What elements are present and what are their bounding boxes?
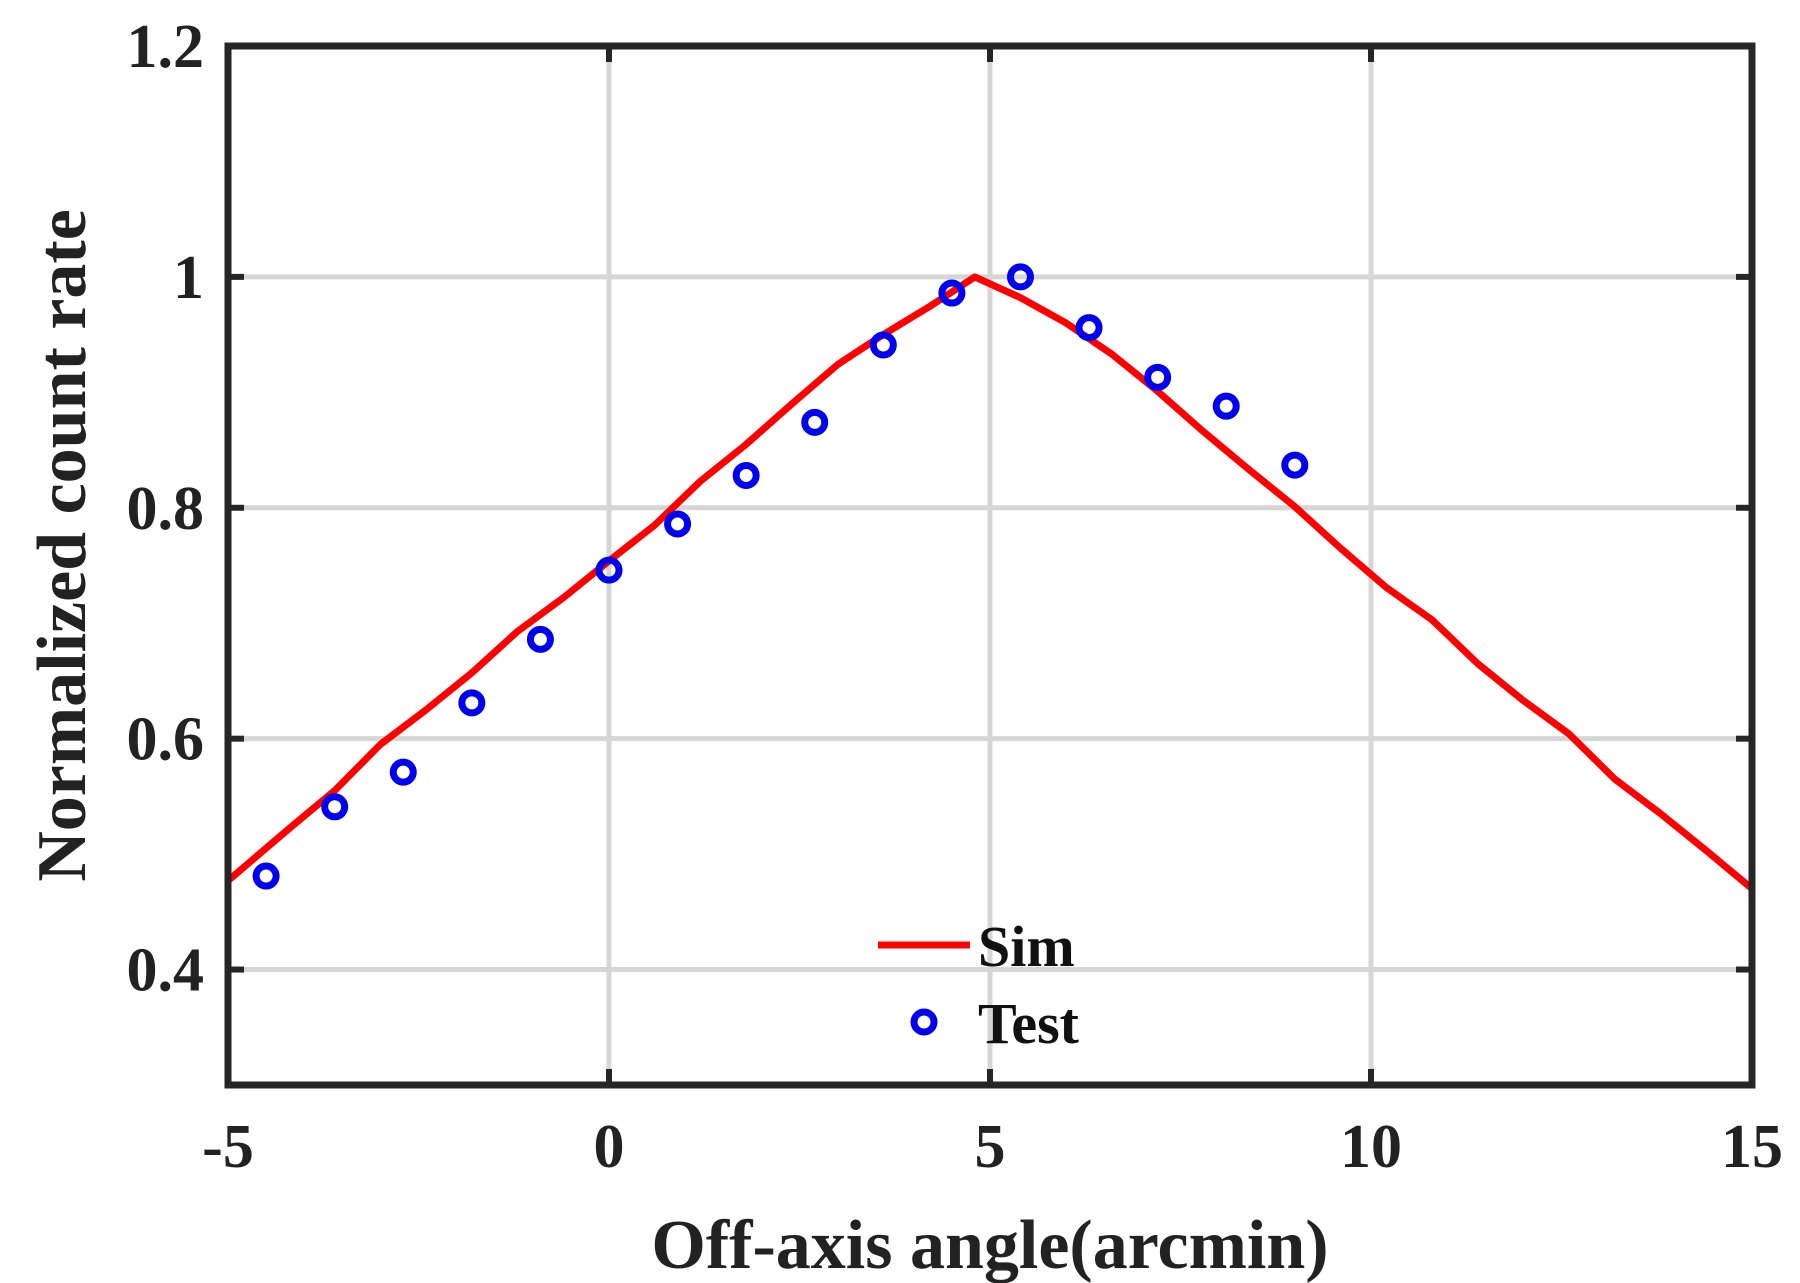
test-data-point (321, 793, 349, 821)
test-data-point (1281, 451, 1309, 479)
legend-sim-label: Sim (978, 914, 1075, 979)
y-tick-label: 0.6 (127, 706, 205, 774)
test-data-point (1212, 392, 1240, 420)
x-tick-label: 10 (1340, 1113, 1402, 1181)
y-tick-labels: 0.4 0.6 0.8 1 1.2 (127, 13, 205, 1005)
y-tick-label: 1.2 (127, 13, 205, 81)
test-data-point (1144, 363, 1172, 391)
x-tick-label: 15 (1721, 1113, 1783, 1181)
plot-series (228, 263, 1752, 892)
grid (228, 46, 1752, 1085)
test-data-point (526, 625, 554, 653)
sim-series-line (228, 273, 1752, 892)
x-tick-label: 5 (975, 1113, 1006, 1181)
y-tick-label: 0.4 (127, 937, 205, 1005)
test-data-point (664, 510, 692, 538)
test-data-point (1075, 314, 1103, 342)
test-data-point (252, 862, 280, 890)
test-data-point (1006, 263, 1034, 291)
test-data-point (801, 408, 829, 436)
x-tick-label: -5 (202, 1113, 254, 1181)
test-data-point (595, 556, 623, 584)
legend-test-marker (910, 1008, 938, 1036)
y-tick-label: 1 (173, 244, 204, 312)
x-tick-label: 0 (594, 1113, 625, 1181)
test-data-point (938, 279, 966, 307)
test-data-point (732, 461, 760, 489)
legend: Sim Test (878, 914, 1080, 1056)
test-data-point (458, 689, 486, 717)
y-tick-label: 0.8 (127, 475, 205, 543)
test-data-point (389, 758, 417, 786)
y-axis-label: Normalized count rate (24, 209, 101, 882)
plot-frame (224, 42, 1756, 1089)
test-data-point (869, 331, 897, 359)
legend-test-label: Test (978, 991, 1080, 1056)
x-axis-label: Off-axis angle(arcmin) (651, 1207, 1328, 1283)
x-tick-labels: -5 0 5 10 15 (202, 1113, 1783, 1181)
